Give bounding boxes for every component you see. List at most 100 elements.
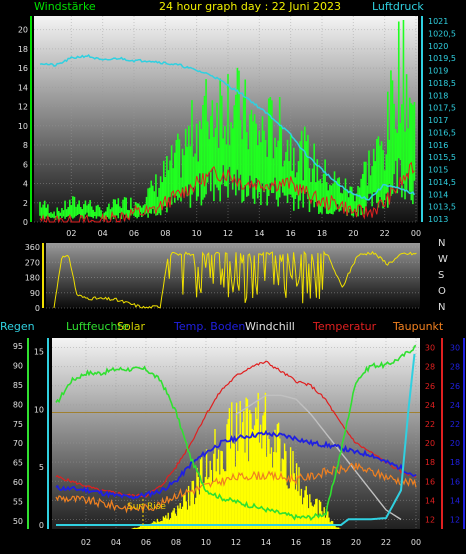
x-tick-label: 10 <box>201 538 211 547</box>
x-tick-label: 00 <box>411 538 421 547</box>
x-tick-label: 00 <box>411 229 421 238</box>
temp-tick-label: 26 <box>425 382 435 391</box>
x-tick-label: 10 <box>192 229 202 238</box>
y-tick-label: 270 <box>25 258 40 267</box>
x-tick-label: 12 <box>231 538 241 547</box>
soil-temp-tick-label: 14 <box>450 496 460 505</box>
y-right-tick-label: 1014 <box>428 190 448 199</box>
y-tick-label: 8 <box>23 141 28 150</box>
humidity-tick-label: 80 <box>13 400 23 409</box>
x-tick-label: 08 <box>160 229 170 238</box>
y-right-tick-label: 1020 <box>428 42 448 51</box>
y-tick-label: 14 <box>18 83 28 92</box>
soil-temp-tick-label: 28 <box>450 363 460 372</box>
plot-area <box>46 243 420 308</box>
x-tick-label: 16 <box>291 538 301 547</box>
compass-label: W <box>438 254 448 265</box>
y-right-tick-label: 1015 <box>428 166 448 175</box>
soil-temp-tick-label: 18 <box>450 458 460 467</box>
y-right-tick-label: 1019,5 <box>428 54 456 63</box>
humidity-tick-label: 55 <box>13 498 23 507</box>
x-tick-label: 04 <box>98 229 108 238</box>
x-tick-label: 20 <box>351 538 361 547</box>
windchill-line <box>235 394 402 521</box>
rain-tick-label: 0 <box>39 521 44 530</box>
x-tick-label: 18 <box>317 229 327 238</box>
y-right-tick-label: 1021 <box>428 17 448 26</box>
y-right-tick-label: 1019 <box>428 67 448 76</box>
pressure-line <box>39 54 416 201</box>
y-right-tick-label: 1017,5 <box>428 104 456 113</box>
compass-label: N <box>438 302 445 313</box>
label-regen: Regen <box>0 320 35 333</box>
temp-tick-label: 14 <box>425 496 435 505</box>
y-tick-label: 12 <box>18 103 28 112</box>
x-tick-label: 04 <box>111 538 121 547</box>
page-title: 24 hour graph day : 22 Juni 2023 <box>159 0 341 13</box>
humidity-line <box>55 344 417 522</box>
soil-temp-tick-label: 26 <box>450 382 460 391</box>
soil-temp-line <box>55 429 417 500</box>
temp-tick-label: 22 <box>425 420 435 429</box>
y-right-tick-label: 1013 <box>428 215 448 224</box>
label-temp-boden: Temp. Boden <box>173 320 245 333</box>
humidity-tick-label: 70 <box>13 439 23 448</box>
label-solar: Solar <box>117 320 146 333</box>
solar-series <box>131 392 341 529</box>
x-tick-label: 14 <box>254 229 264 238</box>
y-tick-label: 180 <box>25 274 40 283</box>
compass-label: N <box>438 238 445 249</box>
soil-temp-tick-label: 20 <box>450 439 460 448</box>
y-right-tick-label: 1018 <box>428 91 448 100</box>
humidity-tick-label: 60 <box>13 478 23 487</box>
compass-label: O <box>438 286 446 297</box>
soil-temp-tick-label: 16 <box>450 477 460 486</box>
temp-tick-label: 16 <box>425 477 435 486</box>
y-right-tick-label: 1018,5 <box>428 79 456 88</box>
rain-line <box>56 353 416 526</box>
wind-gust-series <box>39 20 416 220</box>
x-tick-label: 14 <box>261 538 271 547</box>
y-tick-label: 6 <box>23 160 28 169</box>
humidity-tick-label: 75 <box>13 420 23 429</box>
y-right-tick-label: 1020,5 <box>428 29 456 38</box>
y-tick-label: 10 <box>18 122 28 131</box>
humidity-tick-label: 65 <box>13 459 23 468</box>
y-right-tick-label: 1015,5 <box>428 153 456 162</box>
y-tick-label: 20 <box>18 26 28 35</box>
x-tick-label: 08 <box>171 538 181 547</box>
y-tick-label: 18 <box>18 45 28 54</box>
temp-tick-label: 28 <box>425 363 435 372</box>
humidity-tick-label: 90 <box>13 361 23 370</box>
humidity-tick-label: 85 <box>13 381 23 390</box>
y-tick-label: 90 <box>30 289 40 298</box>
x-tick-label: 02 <box>81 538 91 547</box>
temp-tick-label: 18 <box>425 458 435 467</box>
rain-tick-label: 15 <box>34 348 44 357</box>
x-tick-label: 18 <box>321 538 331 547</box>
x-tick-label: 12 <box>223 229 233 238</box>
soil-temp-tick-label: 30 <box>450 344 460 353</box>
x-tick-label: 22 <box>380 229 390 238</box>
y-right-tick-label: 1014,5 <box>428 178 456 187</box>
humidity-tick-label: 50 <box>13 517 23 526</box>
header-left-label: Windstärke <box>34 0 96 13</box>
y-tick-label: 16 <box>18 64 28 73</box>
label-windchill: Windchill <box>245 320 295 333</box>
wind-direction-line <box>53 250 417 309</box>
label-temperatur: Temperatur <box>312 320 377 333</box>
humidity-tick-label: 95 <box>13 342 23 351</box>
x-tick-label: 20 <box>348 229 358 238</box>
label-luftfeuchte: Luftfeuchte <box>66 320 129 333</box>
x-tick-label: 02 <box>66 229 76 238</box>
dewpoint-line <box>55 462 417 514</box>
soil-temp-tick-label: 12 <box>450 515 460 524</box>
y-right-tick-label: 1016 <box>428 141 448 150</box>
temp-tick-label: 30 <box>425 344 435 353</box>
x-tick-label: 06 <box>129 229 139 238</box>
x-tick-label: 06 <box>141 538 151 547</box>
x-tick-label: 22 <box>381 538 391 547</box>
